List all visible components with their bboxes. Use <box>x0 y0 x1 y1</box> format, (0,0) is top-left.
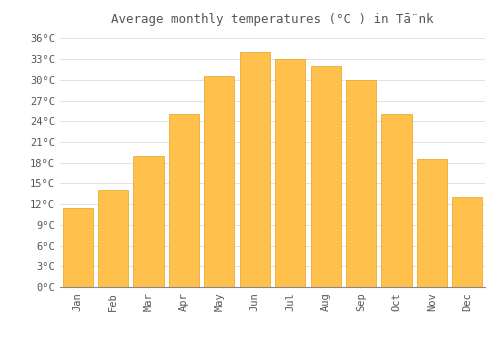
Bar <box>134 156 164 287</box>
Bar <box>240 52 270 287</box>
Bar <box>417 159 447 287</box>
Bar <box>452 197 482 287</box>
Bar <box>62 208 93 287</box>
Bar <box>382 114 412 287</box>
Title: Average monthly temperatures (°C ) in Tā̈nk: Average monthly temperatures (°C ) in Tā… <box>111 13 434 26</box>
Bar <box>275 59 306 287</box>
Bar <box>98 190 128 287</box>
Bar <box>310 66 340 287</box>
Bar <box>346 80 376 287</box>
Bar <box>169 114 199 287</box>
Bar <box>204 76 234 287</box>
